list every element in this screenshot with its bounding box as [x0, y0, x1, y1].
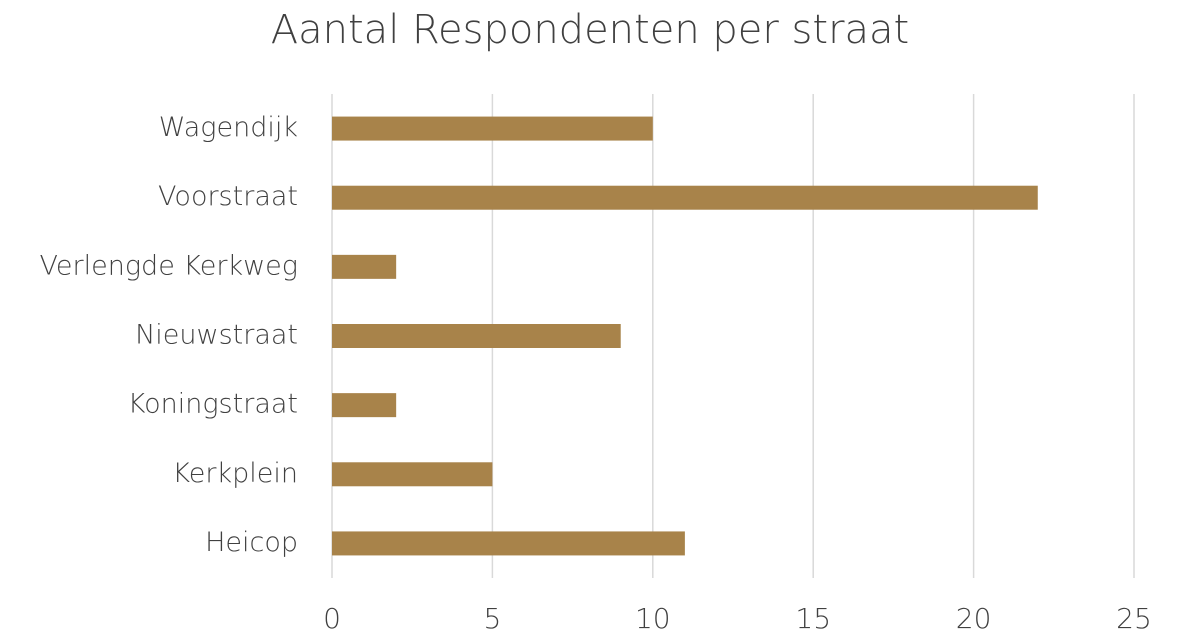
x-tick-label: 15: [795, 602, 831, 635]
bar: [332, 531, 685, 556]
x-tick-label: 5: [483, 602, 501, 635]
bar: [332, 393, 397, 418]
y-tick-label: Heicop: [205, 527, 298, 558]
bar: [332, 462, 493, 487]
bar: [332, 254, 397, 279]
chart-title: Aantal Respondenten per straat: [271, 7, 909, 53]
bar: [332, 185, 1038, 210]
bar: [332, 324, 621, 348]
y-tick-label: Nieuwstraat: [135, 320, 298, 351]
x-tick-label: 0: [323, 602, 341, 635]
y-tick-label: Voorstraat: [158, 181, 298, 212]
y-tick-label: Koningstraat: [128, 389, 298, 420]
x-tick-label: 25: [1116, 602, 1152, 635]
y-tick-label: Kerkplein: [172, 458, 298, 489]
x-tick-label: 20: [956, 602, 992, 635]
y-tick-label: Verlengde Kerkweg: [40, 250, 298, 281]
bar: [332, 116, 653, 141]
y-tick-label: Wagendijk: [159, 112, 298, 143]
x-tick-label: 10: [635, 602, 671, 635]
